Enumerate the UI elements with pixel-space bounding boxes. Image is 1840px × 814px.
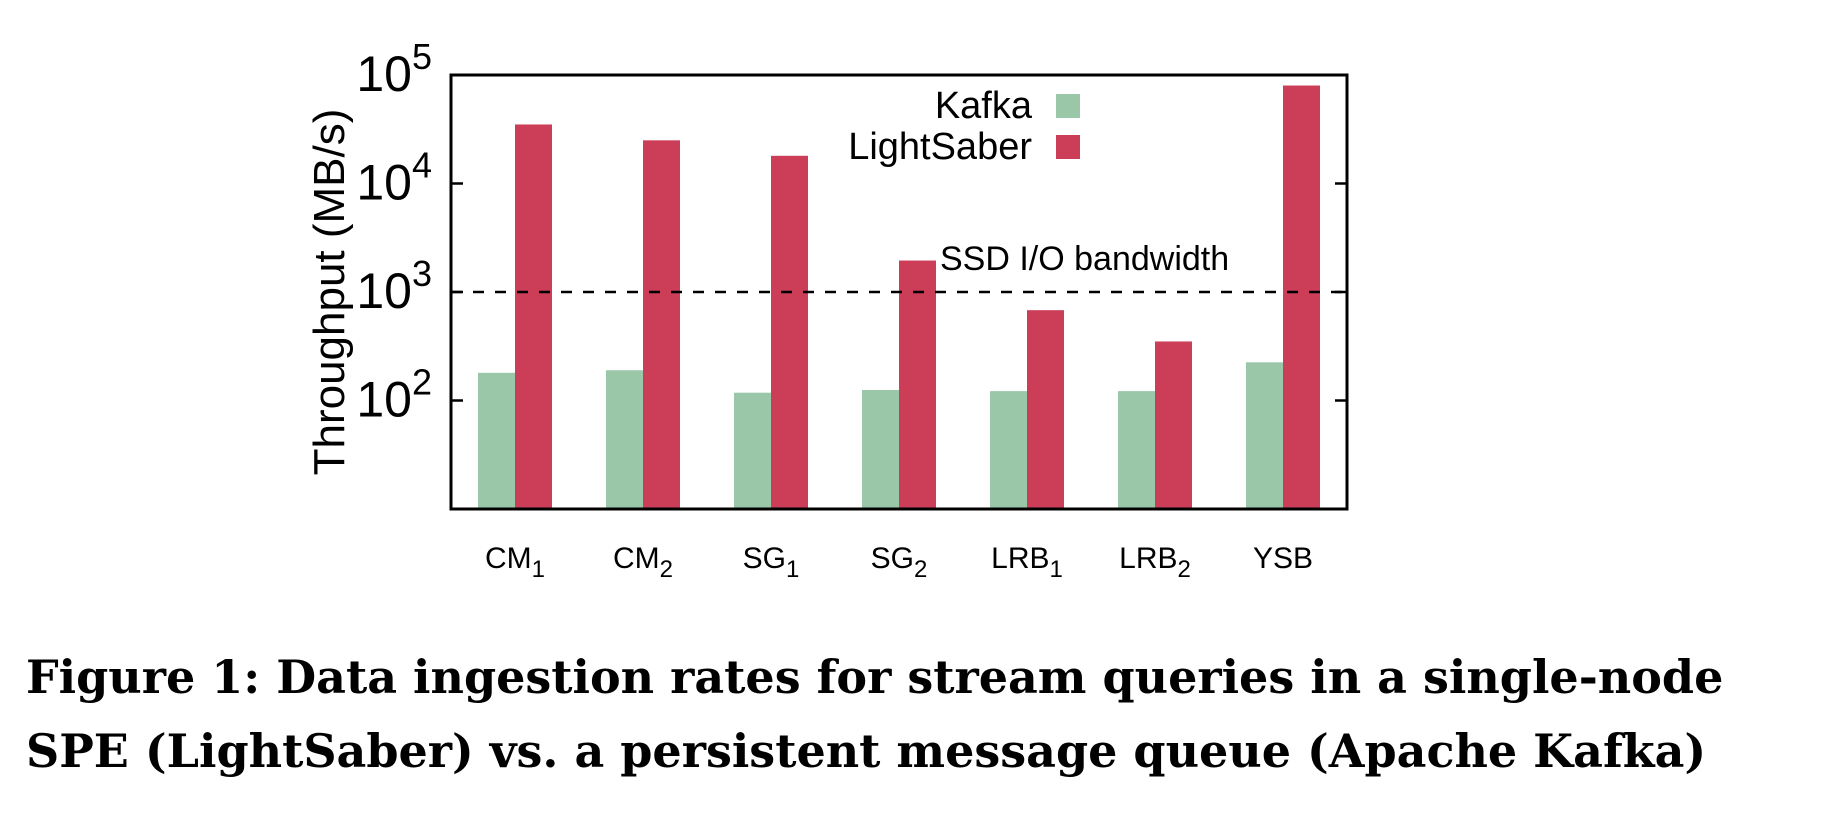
bars-layer — [478, 85, 1320, 510]
x-tick-label-4: LRB1 — [991, 542, 1063, 583]
y-tick-label-2: 104 — [356, 145, 432, 211]
bar-kafka-6 — [1246, 362, 1283, 509]
bar-kafka-4 — [990, 391, 1027, 509]
y-tick-label-1: 103 — [356, 253, 432, 319]
bar-lightsaber-0 — [515, 124, 552, 509]
bar-lightsaber-3 — [899, 260, 936, 509]
bar-lightsaber-2 — [771, 155, 808, 510]
legend-swatch-lightsaber — [1056, 135, 1080, 159]
reference-line-label: SSD I/O bandwidth — [940, 240, 1229, 278]
x-tick-label-2: SG1 — [743, 542, 800, 583]
bar-lightsaber-1 — [643, 140, 680, 510]
legend-label-lightsaber: LightSaber — [848, 126, 1032, 168]
x-ticks-layer: CM1 CM2 SG1 SG2 LRB1 LRB2 YSB — [485, 542, 1313, 583]
y-axis-label: Throughput (MB/s) — [305, 109, 354, 476]
bar-lightsaber-4 — [1027, 310, 1064, 509]
x-tick-label-5: LRB2 — [1119, 542, 1191, 583]
caption-line-2: SPE (LightSaber) vs. a persistent messag… — [26, 724, 1707, 778]
y-tick-label-0: 102 — [356, 362, 432, 428]
y-ticks-layer: 102 103 104 105 — [356, 36, 1347, 428]
legend-swatch-kafka — [1056, 94, 1080, 118]
legend-label-kafka: Kafka — [935, 85, 1033, 127]
y-tick-label-3: 105 — [356, 36, 432, 102]
x-tick-label-3: SG2 — [871, 542, 928, 583]
caption-line-1: Figure 1: Data ingestion rates for strea… — [26, 650, 1724, 704]
bar-kafka-1 — [606, 370, 643, 509]
x-tick-label-1: CM2 — [613, 542, 673, 583]
bar-kafka-3 — [862, 389, 899, 509]
x-tick-label-6: YSB — [1253, 542, 1313, 575]
bar-lightsaber-6 — [1283, 85, 1320, 509]
bar-kafka-0 — [478, 372, 515, 509]
reference-line-layer: SSD I/O bandwidth — [451, 240, 1347, 294]
bar-lightsaber-5 — [1155, 341, 1192, 509]
x-tick-label-0: CM1 — [485, 542, 545, 583]
bar-kafka-2 — [734, 392, 771, 509]
figure-caption: Figure 1: Data ingestion rates for strea… — [26, 640, 1826, 788]
bar-kafka-5 — [1118, 391, 1155, 509]
bar-chart: SSD I/O bandwidth 102 103 104 105 CM1 CM2 SG1… — [305, 36, 1349, 583]
